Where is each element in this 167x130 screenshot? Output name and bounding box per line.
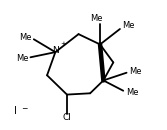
Text: Cl: Cl [63, 113, 72, 122]
Text: Me: Me [122, 21, 134, 30]
Text: I: I [14, 106, 17, 116]
Text: Me: Me [129, 67, 142, 76]
Text: Me: Me [19, 34, 32, 43]
Text: Me: Me [16, 54, 29, 63]
Text: Me: Me [126, 87, 139, 96]
Text: +: + [61, 41, 67, 47]
Text: N: N [52, 46, 59, 55]
Text: −: − [21, 104, 27, 113]
Text: Me: Me [91, 14, 103, 23]
